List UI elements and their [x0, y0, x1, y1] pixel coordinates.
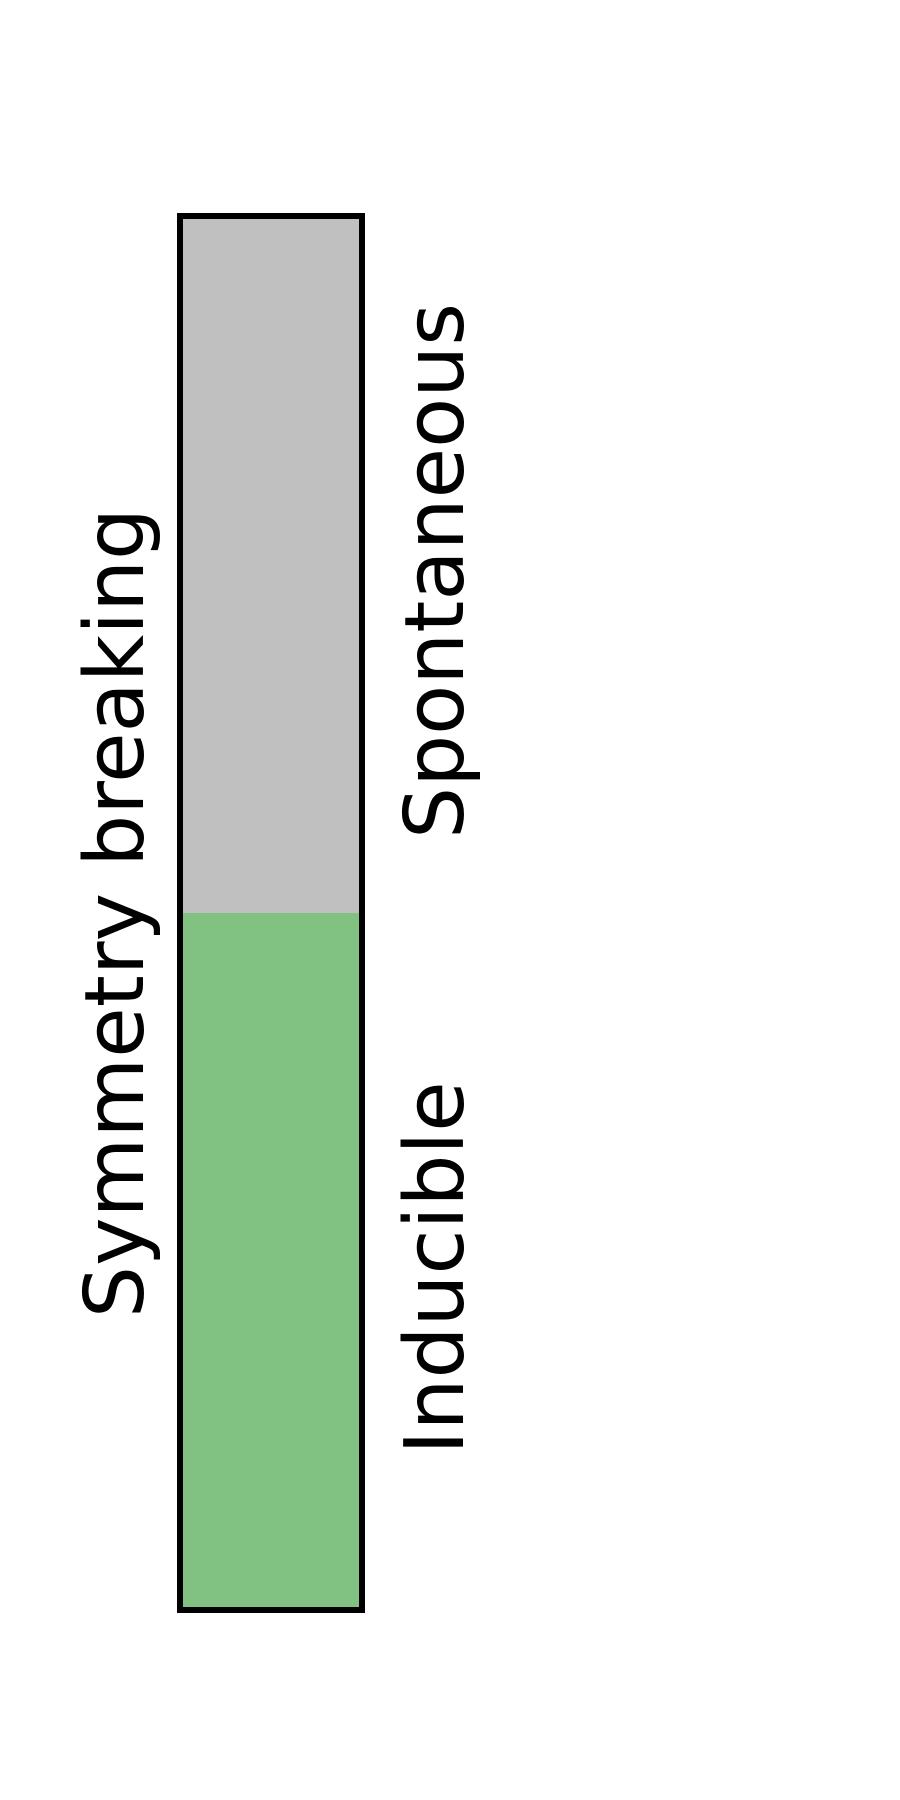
title-label: Symmetry breaking — [68, 508, 163, 1318]
bar-outline — [177, 213, 365, 1613]
segment-spontaneous — [180, 216, 362, 913]
segment-label-spontaneous: Spontaneous — [388, 303, 483, 839]
segment-label-inducible: Inducible — [388, 1081, 483, 1454]
segment-inducible — [180, 913, 362, 1610]
